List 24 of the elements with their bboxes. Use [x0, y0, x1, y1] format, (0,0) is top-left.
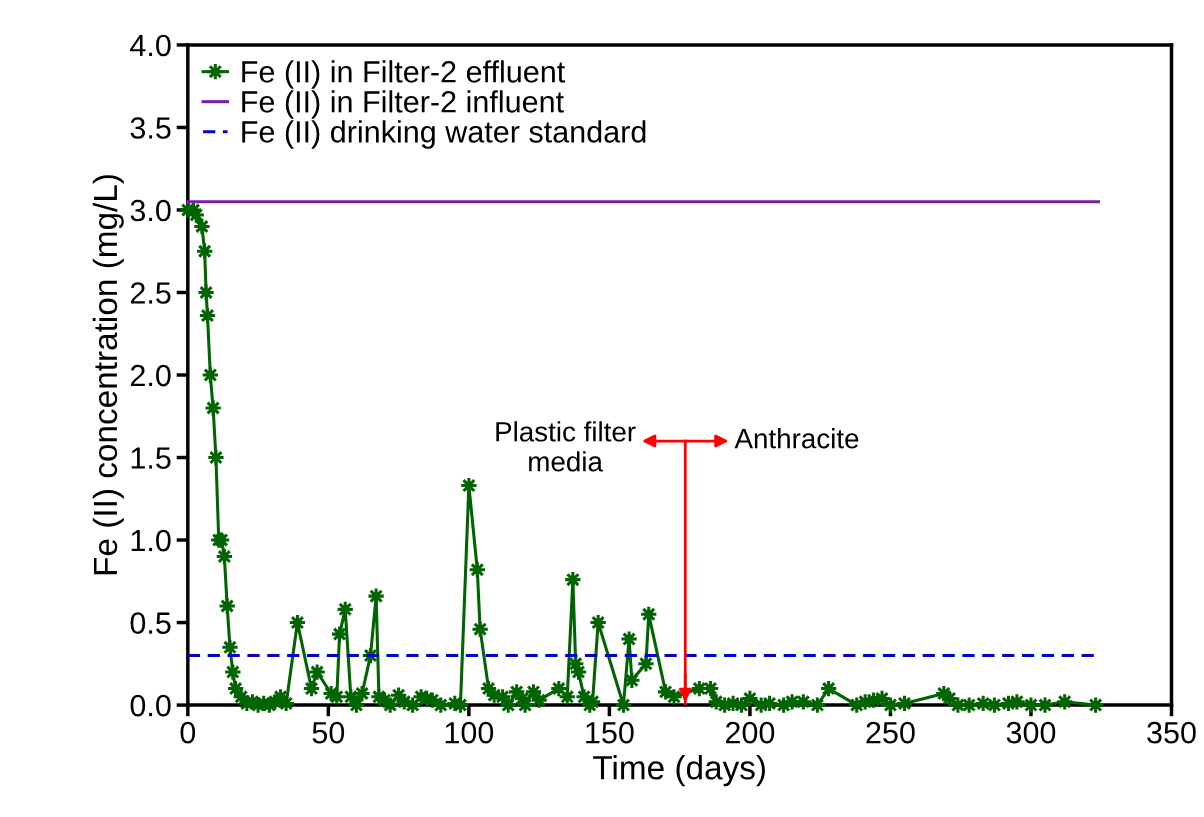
y-tick-label: 0.5 [130, 612, 171, 634]
y-tick-label: 3.0 [130, 199, 171, 222]
y-tick-label: 3.5 [130, 117, 171, 139]
x-tick-label: 150 [586, 721, 634, 744]
x-axis-title: Time (days) [593, 755, 765, 787]
y-axis-title: Fe (II) concentration (mg/L) [92, 175, 124, 575]
y-tick-label: 4.0 [130, 34, 171, 57]
annotation: Plastic filter media [496, 421, 636, 472]
y-tick-label: 1.5 [131, 447, 171, 469]
x-tick-label: 100 [445, 721, 494, 744]
x-tick-label: 300 [1006, 721, 1056, 744]
legend-label: Fe (II) in Filter-2 influent [242, 90, 564, 119]
y-tick-label: 0.0 [130, 694, 171, 717]
y-tick-label: 2.0 [130, 364, 171, 387]
x-tick-label: 250 [866, 721, 915, 744]
annotation: Anthracite [734, 428, 859, 449]
y-tick-label: 2.5 [130, 282, 171, 304]
x-tick-label: 200 [725, 721, 775, 744]
legend-label: Fe (II) in Filter-2 effluent [242, 60, 566, 89]
x-tick-label: 0 [180, 721, 196, 744]
y-tick-label: 1.0 [131, 529, 171, 552]
legend-label: Fe (II) drinking water standard [242, 120, 646, 149]
x-tick-label: 50 [312, 721, 345, 744]
x-tick-label: 350 [1147, 721, 1196, 744]
